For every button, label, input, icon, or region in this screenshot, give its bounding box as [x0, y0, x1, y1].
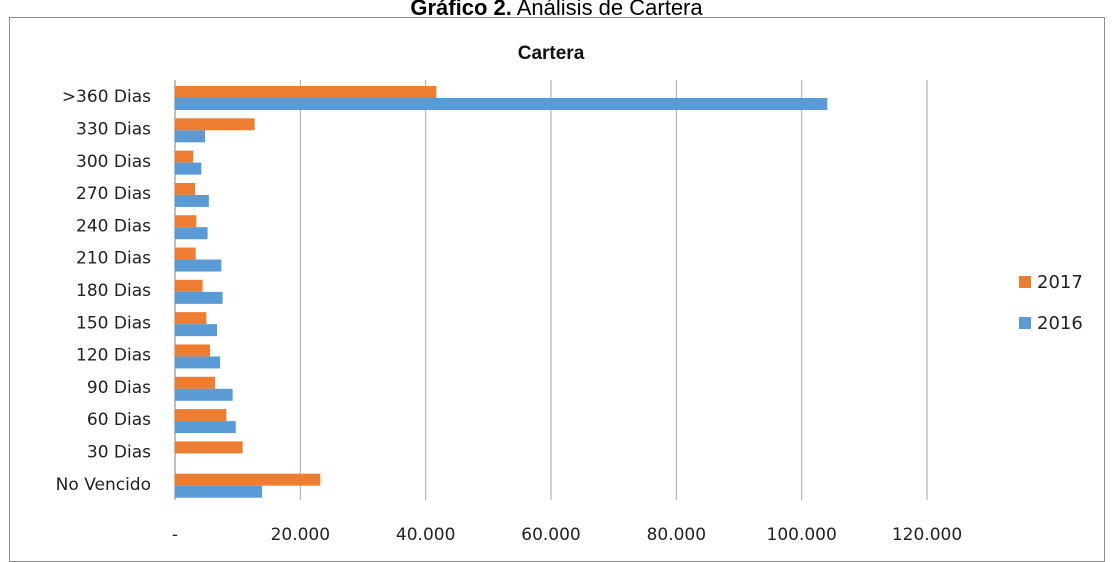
bar-2017: [175, 441, 243, 454]
bar-2017: [175, 344, 211, 357]
caption-number: Gráfico 2.: [410, 0, 512, 20]
category-label: No Vencido: [56, 475, 151, 495]
bar-2017: [175, 409, 227, 422]
x-tick-label: 60.000: [521, 525, 580, 545]
bar-2017: [175, 86, 437, 98]
category-label: 240 Dias: [76, 216, 151, 236]
caption-text: Análisis de Cartera: [511, 0, 703, 20]
category-label: 90 Dias: [87, 378, 151, 398]
category-label: 330 Dias: [76, 119, 151, 139]
x-tick-labels: - 20.000 40.000 60.000 80.000 100.000 120.000: [172, 525, 962, 545]
category-label: 300 Dias: [76, 152, 151, 172]
bar-2016: [175, 194, 209, 207]
bar-2017: [175, 312, 207, 325]
bar-2016: [175, 485, 263, 498]
x-tick-label: 40.000: [396, 525, 455, 545]
bar-2016: [175, 98, 828, 110]
bar-2017: [175, 215, 197, 228]
bar-2016: [175, 291, 223, 304]
category-label: 120 Dias: [76, 346, 151, 366]
category-label: 150 Dias: [76, 313, 151, 333]
bar-2016: [175, 421, 236, 434]
bar-2016: [175, 227, 208, 240]
legend-swatch-2017: [1019, 276, 1031, 288]
x-tick-label: 120.000: [892, 525, 962, 545]
category-label: >360 Dias: [62, 87, 151, 107]
bar-2017: [175, 247, 196, 260]
bar-2017: [175, 150, 194, 163]
bars: [175, 86, 828, 498]
figure-caption: Gráfico 2. Análisis de Cartera: [0, 0, 1113, 20]
x-tick-label: 100.000: [767, 525, 837, 545]
bar-2017: [175, 473, 321, 486]
category-label: 210 Dias: [76, 249, 151, 269]
bar-2016: [175, 130, 206, 143]
bar-2017: [175, 376, 216, 389]
gridlines: [174, 80, 928, 500]
x-tick-label: -: [172, 525, 178, 545]
category-label: 180 Dias: [76, 281, 151, 301]
category-label: 60 Dias: [87, 410, 151, 430]
bar-2016: [175, 324, 217, 337]
legend-swatch-2016: [1019, 317, 1031, 329]
category-labels: No Vencido 30 Dias 60 Dias 90 Dias 120 Dias 1…: [56, 87, 151, 495]
bar-2017: [175, 279, 203, 292]
bar-2016: [175, 259, 222, 272]
bar-2016: [175, 356, 221, 369]
legend-label: 2016: [1037, 313, 1083, 334]
bar-2016: [175, 162, 202, 175]
bar-2017: [175, 182, 196, 195]
x-tick-label: 20.000: [271, 525, 330, 545]
category-label: 270 Dias: [76, 184, 151, 204]
bar-2016: [175, 388, 233, 401]
category-label: 30 Dias: [87, 443, 151, 463]
x-tick-label: 80.000: [647, 525, 706, 545]
chart-title: Cartera: [518, 43, 585, 64]
legend: 2017 2016: [1019, 272, 1083, 334]
bar-2017: [175, 118, 255, 131]
legend-label: 2017: [1037, 272, 1083, 293]
